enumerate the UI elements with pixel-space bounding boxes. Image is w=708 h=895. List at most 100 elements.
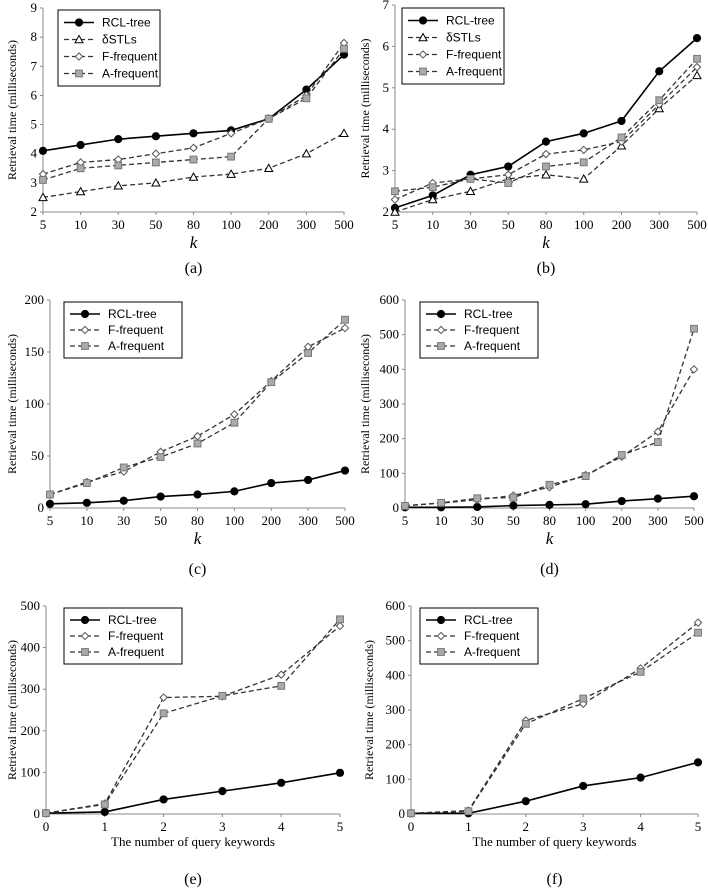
data-point <box>46 490 54 499</box>
data-point <box>230 418 239 427</box>
x-axis-label: The number of query keywords <box>111 834 275 849</box>
data-point <box>541 149 551 159</box>
y-tick-label: 400 <box>380 361 400 376</box>
data-point <box>151 149 161 159</box>
legend-label: A-frequent <box>446 65 503 79</box>
x-tick-label: 1 <box>465 819 472 834</box>
x-axis-label: k <box>194 529 202 548</box>
data-point <box>503 170 513 180</box>
y-tick-label: 600 <box>386 598 406 613</box>
legend-marker <box>436 325 446 335</box>
data-point <box>509 501 518 510</box>
x-tick-label: 200 <box>262 513 282 528</box>
x-tick-label: 80 <box>187 217 200 232</box>
data-point <box>617 451 626 459</box>
data-point <box>151 132 160 141</box>
y-tick-label: 150 <box>25 344 45 359</box>
x-tick-label: 500 <box>684 513 704 528</box>
legend-label: F-frequent <box>108 629 164 643</box>
y-tick-label: 2 <box>383 204 390 219</box>
legend-label: δSTLs <box>102 33 137 47</box>
y-tick-label: 7 <box>383 0 390 12</box>
x-axis-label: k <box>542 233 550 252</box>
data-point <box>521 719 530 728</box>
data-point <box>226 129 236 138</box>
data-point <box>542 162 550 171</box>
data-point <box>301 148 312 158</box>
data-point <box>427 194 438 204</box>
data-point <box>636 773 645 782</box>
y-tick-label: 0 <box>34 806 41 821</box>
data-point <box>75 186 86 196</box>
legend-marker <box>74 18 84 27</box>
data-point <box>42 809 50 818</box>
data-point <box>391 187 399 196</box>
x-tick-label: 500 <box>687 217 707 232</box>
x-tick-label: 30 <box>464 217 477 232</box>
legend: RCL-tree δSTLs F-frequent A-frequent <box>57 9 161 87</box>
legend-marker <box>80 325 90 335</box>
x-tick-label: 1 <box>102 819 109 834</box>
data-point <box>407 809 415 818</box>
legend-marker <box>81 648 89 656</box>
x-tick-label: 5 <box>40 217 47 232</box>
data-point <box>277 681 286 690</box>
x-tick-label: 10 <box>435 513 448 528</box>
y-tick-label: 600 <box>380 292 400 307</box>
data-point <box>341 315 349 324</box>
y-axis-label: Retrieval time (milliseconds) <box>358 39 372 179</box>
data-point <box>617 133 626 142</box>
x-tick-label: 300 <box>298 513 318 528</box>
x-tick-label: 100 <box>221 217 241 232</box>
x-tick-label: 100 <box>576 513 596 528</box>
series-line-a-frequent <box>410 632 699 814</box>
x-tick-label: 30 <box>117 513 130 528</box>
x-tick-label: 100 <box>574 217 594 232</box>
legend-label: A-frequent <box>464 645 521 659</box>
data-point <box>113 180 124 190</box>
data-point <box>693 54 701 63</box>
y-tick-label: 4 <box>31 146 38 161</box>
y-tick-label: 200 <box>386 737 406 752</box>
legend: RCL-tree F-frequent A-frequent <box>419 301 539 359</box>
data-point <box>218 691 227 700</box>
x-tick-label: 5 <box>337 819 344 834</box>
y-axis-label: Retrieval time (milliseconds) <box>5 640 19 780</box>
legend-label: A-frequent <box>464 339 521 353</box>
legend-marker <box>81 342 89 350</box>
y-tick-label: 3 <box>31 175 38 190</box>
data-point <box>390 206 400 216</box>
data-point <box>335 621 345 631</box>
legend-marker <box>418 50 428 59</box>
data-point <box>193 439 202 448</box>
legend-marker <box>436 309 446 319</box>
data-point <box>38 192 48 202</box>
series-line-rcl-tree <box>45 772 341 814</box>
data-point <box>692 62 702 72</box>
data-point <box>156 453 165 461</box>
y-tick-label: 500 <box>386 633 406 648</box>
x-tick-label: 2 <box>523 819 530 834</box>
data-point <box>339 128 349 138</box>
legend: RCL-tree F-frequent A-frequent <box>63 301 183 359</box>
data-point <box>689 492 699 501</box>
data-point <box>302 94 311 103</box>
data-point <box>401 502 409 510</box>
data-point <box>100 807 109 817</box>
x-axis-label: The number of query keywords <box>473 834 637 849</box>
x-tick-label: 80 <box>543 513 556 528</box>
x-tick-label: 0 <box>408 819 415 834</box>
data-point <box>541 169 551 179</box>
legend-marker <box>418 32 428 42</box>
x-tick-label: 5 <box>695 819 702 834</box>
x-tick-label: 5 <box>402 513 409 528</box>
panel-caption: (a) <box>185 260 203 277</box>
data-point <box>82 479 91 487</box>
data-point <box>119 463 128 472</box>
data-point <box>304 475 313 485</box>
legend-label: RCL-tree <box>464 613 513 627</box>
legend-marker <box>74 34 84 44</box>
x-tick-label: 3 <box>580 819 587 834</box>
data-point <box>267 478 276 488</box>
